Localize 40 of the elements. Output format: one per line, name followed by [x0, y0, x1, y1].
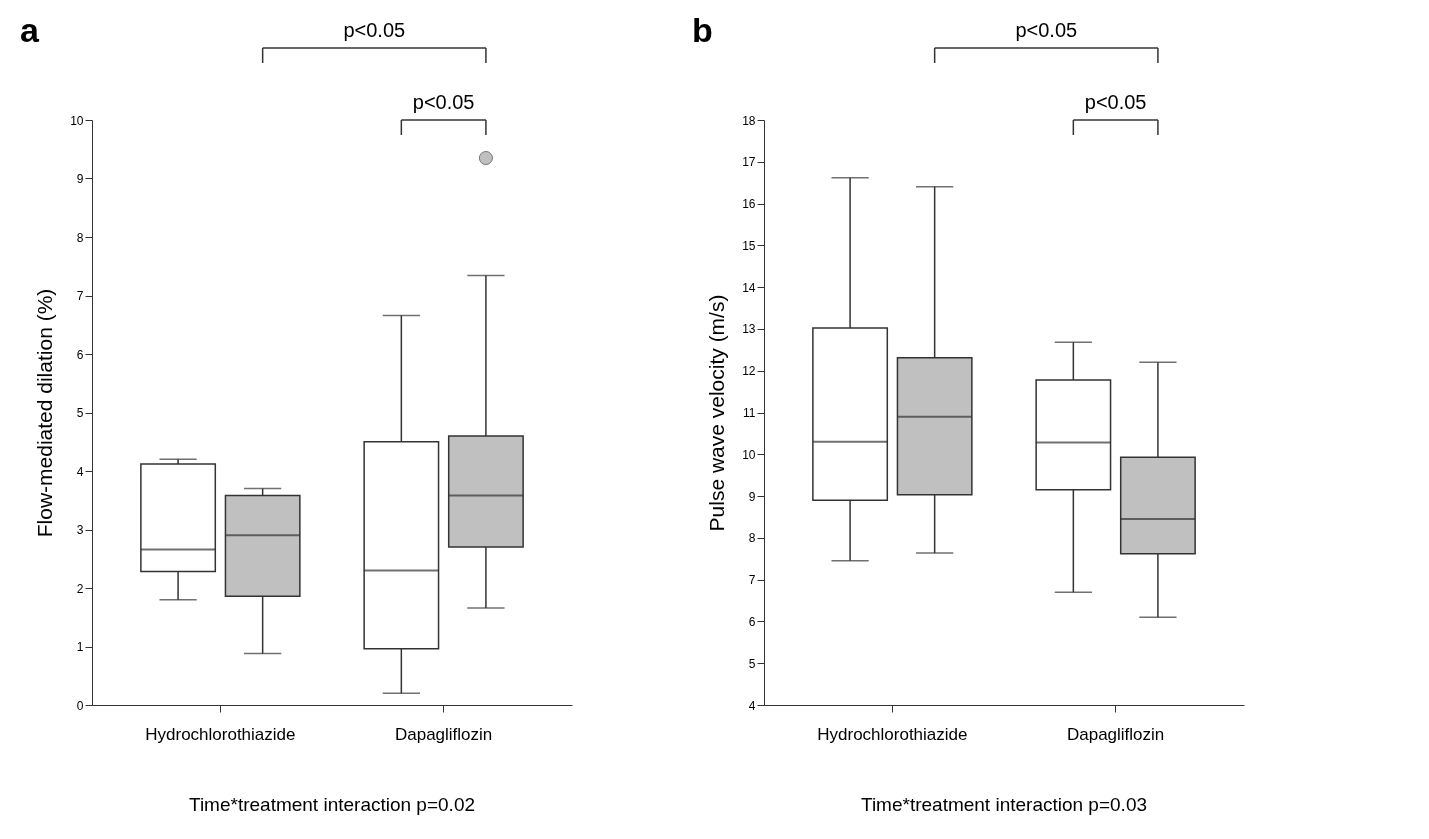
- y-tick-label: 2: [76, 581, 84, 596]
- y-tick-label: 8: [748, 531, 756, 546]
- chart-title: a: [20, 11, 40, 49]
- y-axis-title: Pulse wave velocity (m/s): [705, 294, 729, 532]
- y-tick-label: 6: [748, 614, 756, 629]
- x-tick-label: Hydrochlorothiazide: [817, 724, 968, 744]
- y-tick-label: 5: [76, 406, 84, 420]
- y-tick-label: 9: [748, 489, 756, 504]
- y-tick-label: 4: [748, 698, 756, 713]
- y-tick-label: 10: [742, 447, 756, 462]
- text: p<0.05: [1084, 91, 1147, 113]
- y-tick-label: 17: [742, 155, 756, 170]
- x-tick-label: Dapagliflozin: [394, 724, 493, 744]
- y-tick-label: 10: [70, 113, 84, 128]
- y-tick-label: 5: [748, 656, 756, 671]
- text: Time*treatment interaction p=0.02: [188, 794, 476, 815]
- y-tick-label: 9: [76, 172, 84, 186]
- y-tick-label: 16: [742, 197, 756, 212]
- y-tick-label: 11: [743, 406, 756, 420]
- y-tick-label: 13: [742, 322, 756, 337]
- y-tick-label: 14: [742, 280, 756, 295]
- y-tick-label: 18: [742, 113, 756, 128]
- y-tick-label: 4: [76, 464, 84, 479]
- y-tick-label: 7: [748, 573, 756, 588]
- text: Time*treatment interaction p=0.03: [860, 794, 1148, 815]
- y-tick-label: 15: [742, 238, 756, 253]
- x-tick-label: Hydrochlorothiazide: [145, 724, 296, 744]
- x-tick-label: Dapagliflozin: [1066, 724, 1165, 744]
- y-axis-title: Flow-mediated dilation (%): [33, 288, 57, 538]
- text: p<0.05: [412, 91, 475, 113]
- y-tick-label: 12: [742, 364, 756, 379]
- text: p<0.05: [343, 19, 406, 41]
- y-tick-label: 7: [76, 289, 84, 303]
- y-tick-label: 1: [76, 640, 84, 654]
- y-tick-label: 6: [76, 347, 84, 362]
- chart-title: b: [692, 11, 713, 49]
- y-tick-label: 0: [76, 698, 84, 713]
- y-tick-label: 3: [76, 523, 84, 537]
- text: p<0.05: [1015, 19, 1078, 41]
- y-tick-label: 8: [76, 230, 84, 245]
